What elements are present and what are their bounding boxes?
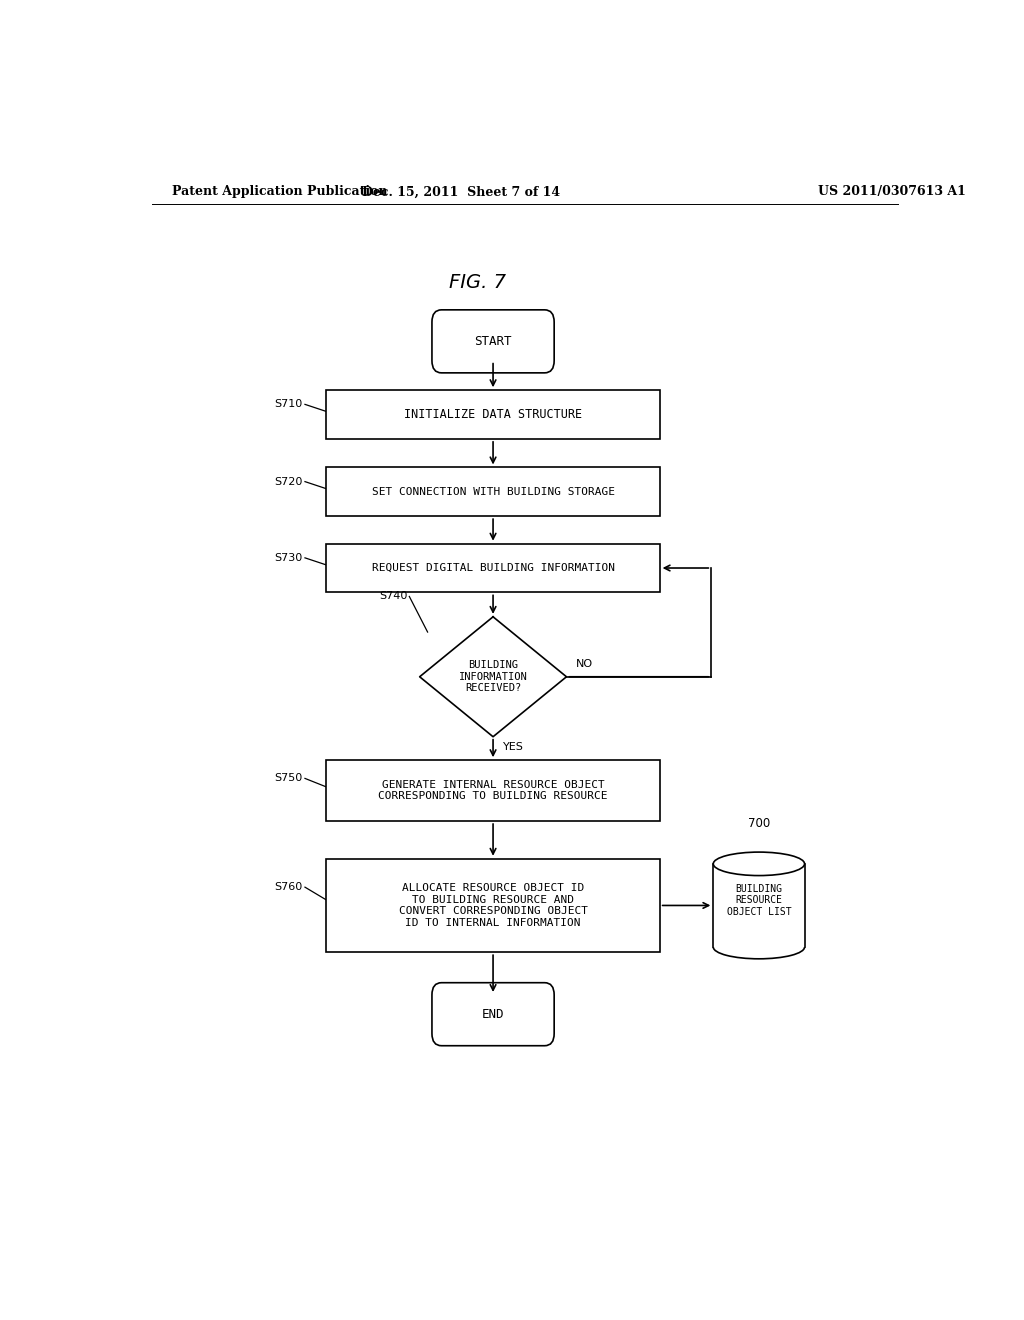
- Text: BUILDING
RESOURCE
OBJECT LIST: BUILDING RESOURCE OBJECT LIST: [727, 884, 792, 917]
- Text: FIG. 7: FIG. 7: [449, 273, 506, 292]
- Text: INITIALIZE DATA STRUCTURE: INITIALIZE DATA STRUCTURE: [404, 408, 582, 421]
- Text: BUILDING
INFORMATION
RECEIVED?: BUILDING INFORMATION RECEIVED?: [459, 660, 527, 693]
- Bar: [327, 391, 659, 440]
- Bar: [327, 760, 659, 821]
- Text: YES: YES: [503, 742, 523, 752]
- Text: S720: S720: [274, 477, 303, 487]
- Text: REQUEST DIGITAL BUILDING INFORMATION: REQUEST DIGITAL BUILDING INFORMATION: [372, 564, 614, 573]
- Bar: [327, 544, 659, 593]
- Text: ALLOCATE RESOURCE OBJECT ID
TO BUILDING RESOURCE AND
CONVERT CORRESPONDING OBJEC: ALLOCATE RESOURCE OBJECT ID TO BUILDING …: [398, 883, 588, 928]
- Text: S740: S740: [379, 591, 408, 602]
- Ellipse shape: [714, 853, 805, 875]
- Polygon shape: [420, 616, 566, 737]
- Text: S710: S710: [274, 400, 303, 409]
- Text: START: START: [474, 335, 512, 348]
- Bar: [714, 863, 805, 946]
- Text: US 2011/0307613 A1: US 2011/0307613 A1: [818, 185, 967, 198]
- FancyBboxPatch shape: [432, 310, 554, 372]
- Text: Dec. 15, 2011  Sheet 7 of 14: Dec. 15, 2011 Sheet 7 of 14: [362, 185, 560, 198]
- Bar: [327, 467, 659, 516]
- Text: NO: NO: [575, 659, 593, 668]
- Text: S730: S730: [274, 553, 303, 562]
- Text: S750: S750: [274, 774, 303, 783]
- Text: Patent Application Publication: Patent Application Publication: [172, 185, 387, 198]
- Text: END: END: [482, 1007, 504, 1020]
- Text: GENERATE INTERNAL RESOURCE OBJECT
CORRESPONDING TO BUILDING RESOURCE: GENERATE INTERNAL RESOURCE OBJECT CORRES…: [378, 780, 608, 801]
- FancyBboxPatch shape: [432, 982, 554, 1045]
- Bar: [327, 859, 659, 952]
- Text: SET CONNECTION WITH BUILDING STORAGE: SET CONNECTION WITH BUILDING STORAGE: [372, 487, 614, 496]
- Text: S760: S760: [274, 882, 303, 892]
- Text: 700: 700: [748, 817, 770, 830]
